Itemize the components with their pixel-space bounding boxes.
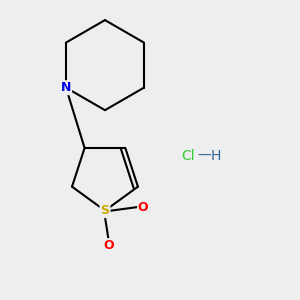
Text: H: H xyxy=(211,149,221,163)
Text: O: O xyxy=(103,239,114,252)
Text: Cl: Cl xyxy=(182,149,195,163)
Text: N: N xyxy=(61,81,71,94)
Text: O: O xyxy=(138,201,148,214)
Text: —: — xyxy=(197,149,211,163)
Text: S: S xyxy=(100,204,109,217)
